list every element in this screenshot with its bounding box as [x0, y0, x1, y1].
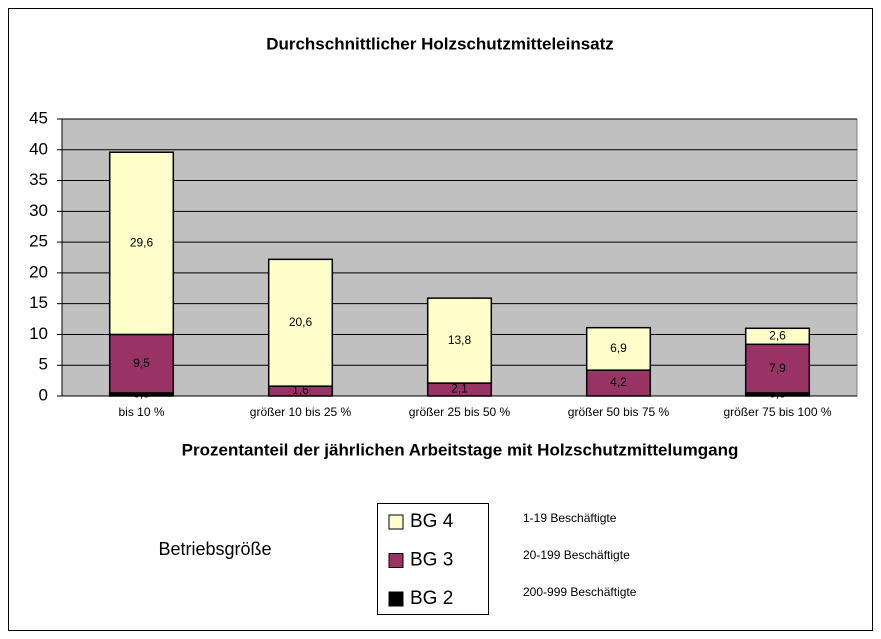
bar-segment [267, 258, 334, 387]
legend-note: 200-999 Beschäftigte [523, 585, 637, 599]
data-label: 7,9 [769, 361, 786, 375]
data-label: 13,8 [448, 333, 472, 347]
y-tick-label: 10 [29, 324, 48, 343]
data-label: 9,5 [133, 356, 150, 370]
y-tick-label: 0 [39, 385, 48, 404]
bar-segment [108, 151, 175, 336]
x-tick-label: bis 10 % [118, 405, 164, 419]
y-tick-label: 30 [29, 201, 48, 220]
legend-swatch [388, 553, 404, 568]
bar-segment [108, 333, 175, 394]
legend-note: 20-199 Beschäftigte [523, 548, 630, 562]
y-tick-label: 5 [39, 355, 48, 374]
data-label: 2,1 [451, 382, 468, 396]
y-tick-label: 35 [29, 170, 48, 189]
legend-swatch [388, 514, 404, 530]
legend-label: BG 4 [410, 511, 454, 532]
data-label: 20,6 [289, 315, 313, 329]
bar-segment [744, 343, 811, 394]
legend-swatch [388, 591, 404, 607]
x-tick-label: größer 50 bis 75 % [568, 405, 670, 419]
legend-label: BG 2 [410, 588, 453, 609]
y-tick-label: 15 [29, 293, 48, 312]
y-tick-label: 40 [29, 139, 48, 158]
bar-segment [585, 326, 652, 371]
data-label: 29,6 [130, 236, 154, 250]
x-tick-label: größer 10 bis 25 % [250, 405, 352, 419]
legend-note: 1-19 Beschäftigte [523, 511, 617, 525]
legend-title: Betriebsgröße [158, 539, 271, 559]
bar-segment [426, 297, 493, 384]
data-label: 4,2 [610, 375, 627, 389]
x-tick-label: größer 75 bis 100 % [723, 405, 831, 419]
chart-title: Durchschnittlicher Holzschutzmitteleinsa… [266, 34, 614, 53]
data-label: 2,6 [769, 328, 786, 342]
y-tick-label: 20 [29, 262, 48, 281]
data-label: 6,9 [610, 341, 627, 355]
x-tick-label: größer 25 bis 50 % [409, 405, 511, 419]
y-tick-label: 25 [29, 232, 48, 251]
bar-segment [585, 369, 652, 397]
legend-label: BG 3 [410, 550, 453, 571]
bar-segment [744, 327, 811, 346]
x-axis-label: Prozentanteil der jährlichen Arbeitstage… [182, 440, 739, 459]
y-tick-label: 45 [29, 108, 48, 127]
